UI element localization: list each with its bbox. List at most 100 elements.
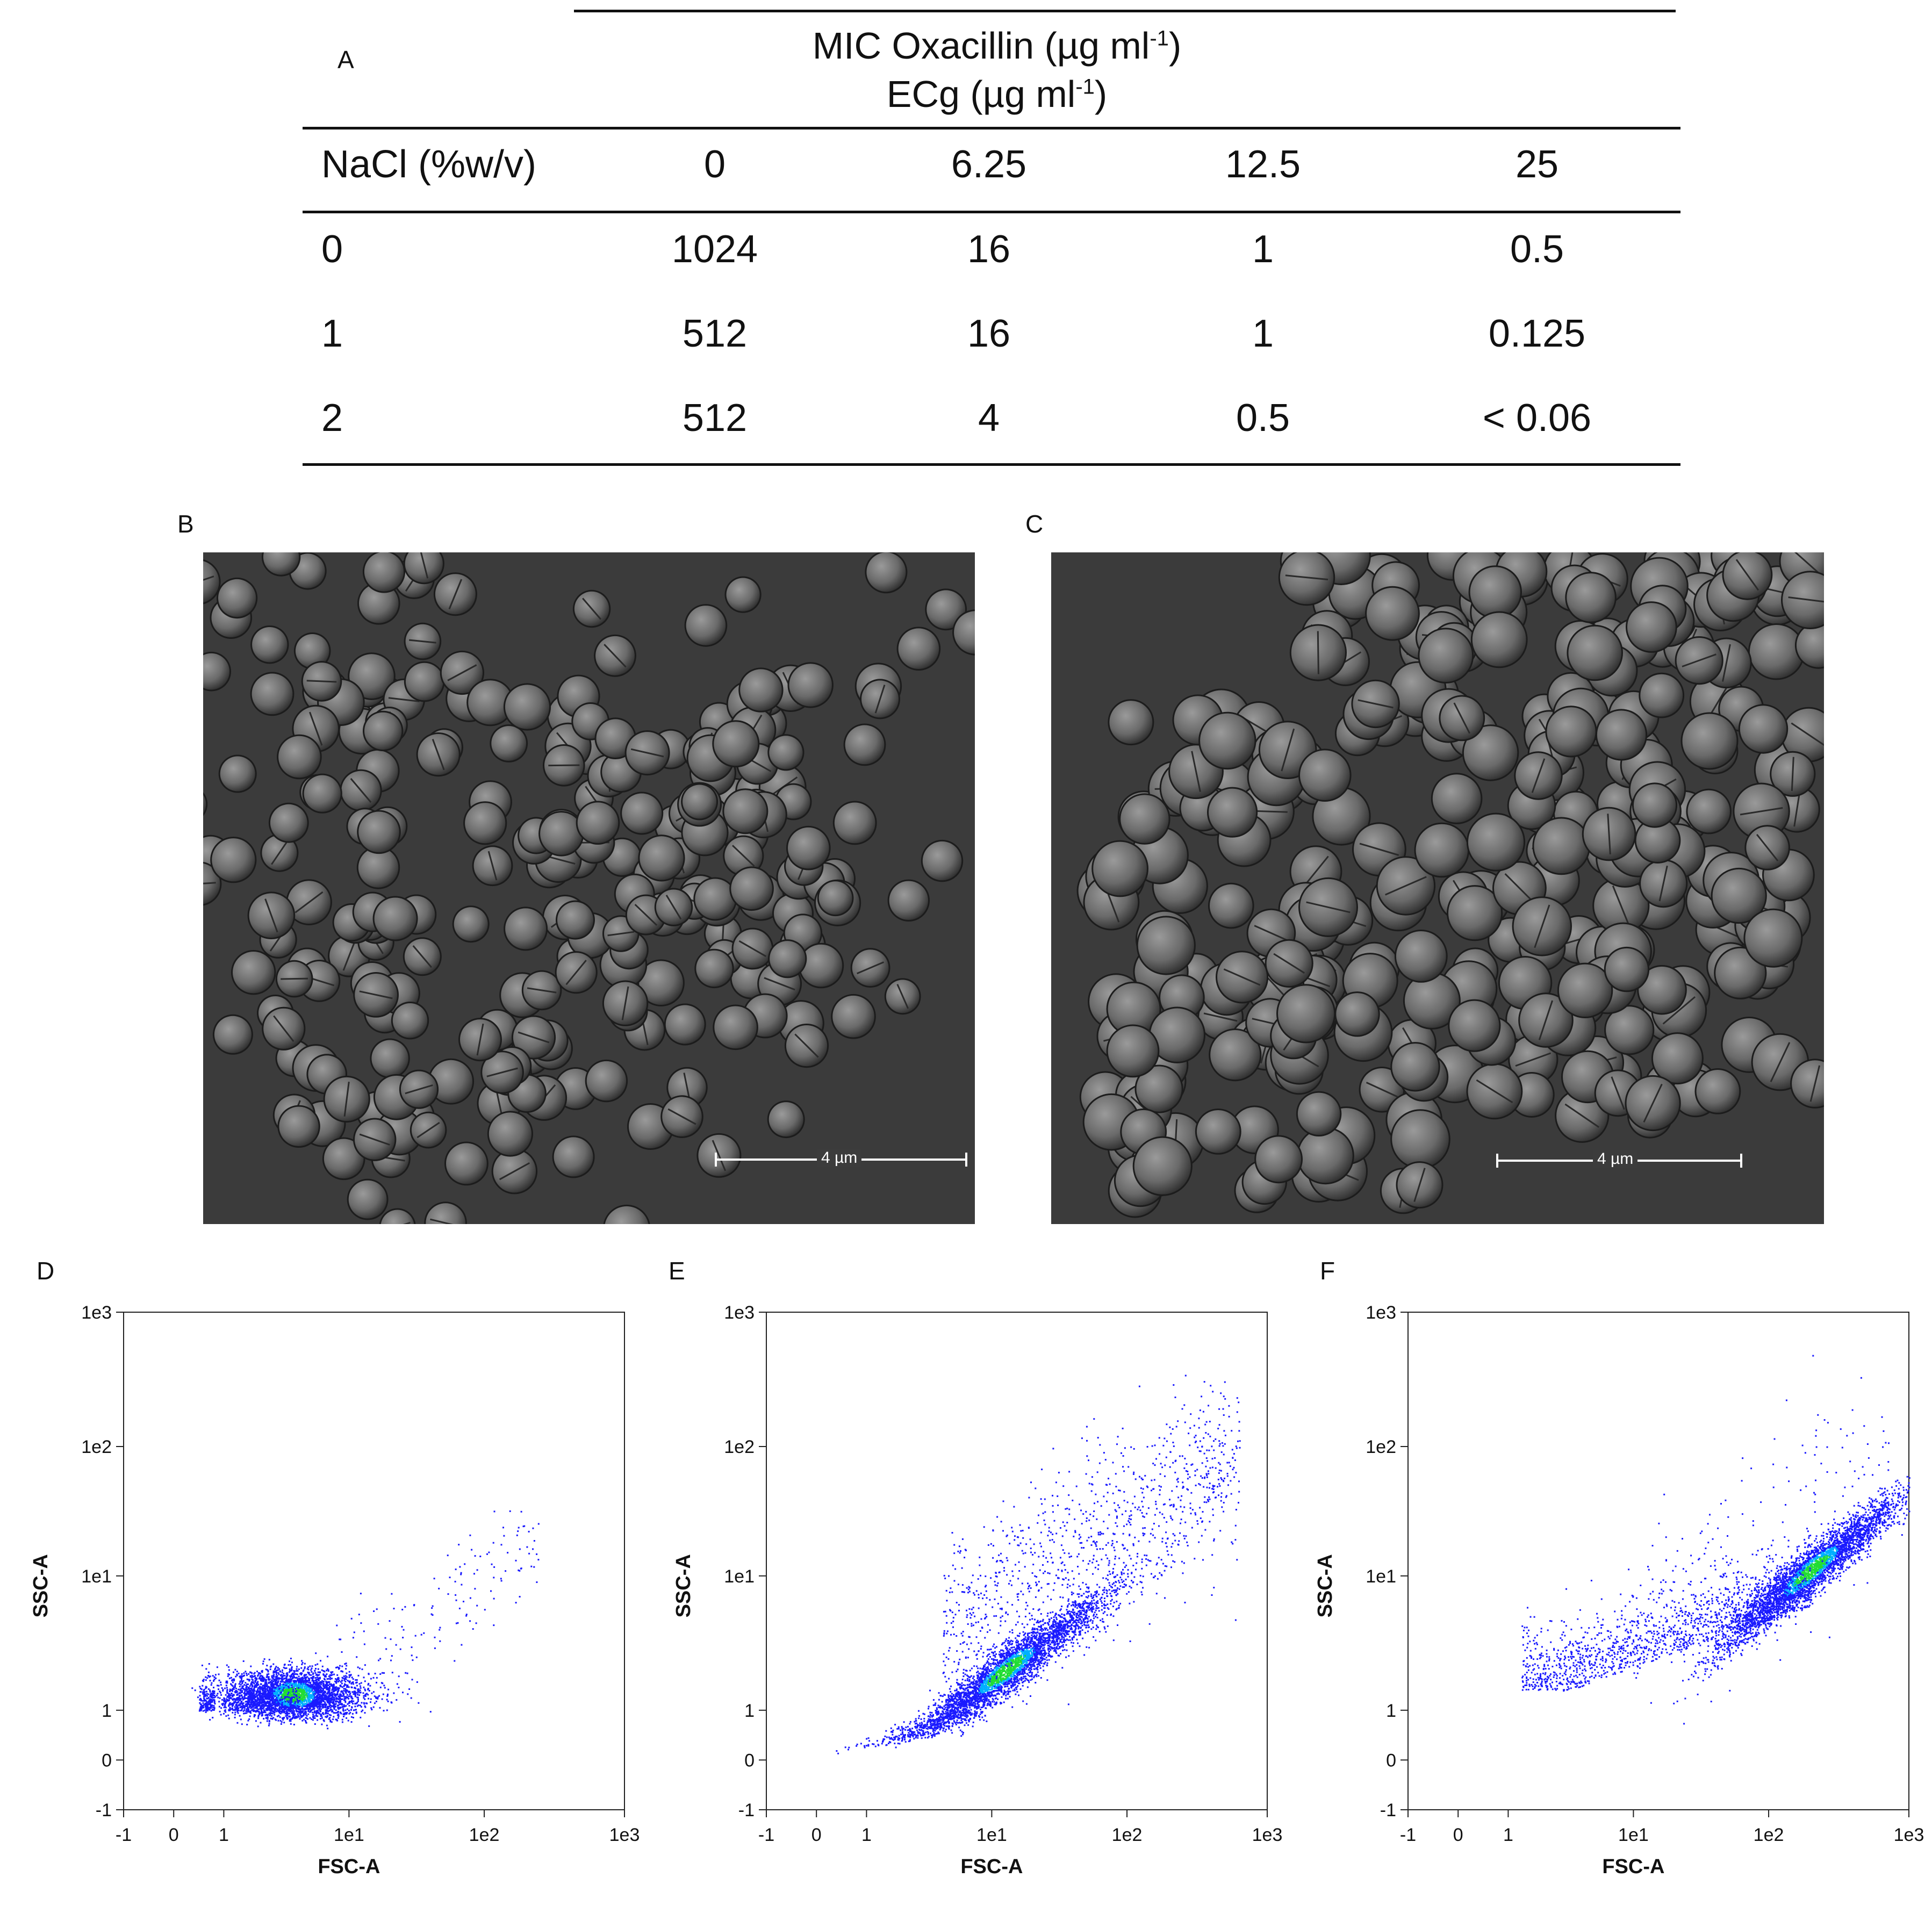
event-point	[265, 1680, 267, 1681]
event-point	[335, 1709, 337, 1711]
y-axis-title: SSC-A	[30, 1554, 52, 1617]
event-point	[333, 1716, 334, 1717]
event-point	[332, 1671, 333, 1673]
event-point	[335, 1678, 336, 1680]
event-point	[306, 1695, 308, 1697]
event-point	[255, 1720, 257, 1722]
sem-cell	[212, 838, 255, 881]
sem-cell	[214, 1016, 252, 1053]
event-point	[349, 1682, 350, 1683]
event-point	[268, 1678, 269, 1679]
event-point	[344, 1696, 346, 1697]
event-point	[218, 1688, 219, 1690]
table-top-rule	[574, 10, 1676, 12]
event-point	[263, 1718, 264, 1719]
sem-micrograph-c: 4 µm	[1051, 552, 1824, 1224]
event-point	[227, 1715, 229, 1716]
event-point	[315, 1712, 317, 1714]
event-point	[370, 1707, 372, 1709]
event-point	[304, 1703, 306, 1704]
table-cell: 4	[887, 399, 1091, 437]
event-point	[220, 1694, 222, 1696]
y-tick-label: 0	[102, 1750, 112, 1771]
event-point	[359, 1667, 361, 1669]
event-point	[323, 1719, 325, 1721]
event-point	[325, 1685, 327, 1687]
table-bottom-rule	[303, 463, 1680, 466]
event-point	[303, 1690, 305, 1692]
event-point	[319, 1711, 321, 1712]
event-point	[252, 1697, 254, 1699]
event-point	[331, 1705, 332, 1707]
event-point	[304, 1663, 306, 1665]
event-point	[273, 1676, 275, 1678]
event-point	[226, 1687, 228, 1688]
event-point	[314, 1670, 315, 1672]
event-point	[301, 1683, 303, 1685]
event-point	[320, 1703, 321, 1704]
event-point	[383, 1672, 385, 1674]
event-point	[275, 1682, 276, 1683]
event-point	[349, 1702, 350, 1704]
event-point	[271, 1675, 272, 1677]
event-point	[346, 1679, 347, 1680]
event-point	[361, 1711, 362, 1712]
event-point	[312, 1712, 313, 1714]
event-point	[321, 1715, 322, 1717]
event-point	[249, 1685, 251, 1687]
event-point	[343, 1675, 345, 1677]
event-point	[268, 1670, 269, 1672]
event-point	[343, 1704, 345, 1706]
event-point	[265, 1693, 267, 1694]
event-point	[281, 1676, 283, 1678]
event-point	[353, 1717, 354, 1718]
event-point	[267, 1688, 268, 1689]
event-point	[267, 1721, 268, 1722]
event-point	[328, 1718, 330, 1720]
event-point	[266, 1665, 268, 1666]
event-point	[352, 1703, 354, 1704]
event-point	[223, 1700, 225, 1701]
sem-cell	[491, 726, 526, 761]
event-point	[284, 1667, 286, 1669]
event-point	[249, 1711, 251, 1713]
sem-cell	[1470, 567, 1520, 617]
event-point	[268, 1714, 269, 1715]
sem-cell	[1396, 931, 1446, 981]
event-point	[220, 1707, 222, 1709]
event-point	[352, 1713, 354, 1715]
event-point	[310, 1686, 311, 1687]
event-point	[370, 1678, 372, 1680]
event-point	[234, 1711, 236, 1713]
event-point	[270, 1718, 271, 1719]
event-point	[355, 1679, 356, 1681]
event-point	[241, 1690, 243, 1692]
sem-cell	[304, 775, 341, 812]
event-point	[354, 1706, 356, 1707]
event-point	[307, 1693, 308, 1695]
panel-label-d: D	[37, 1256, 54, 1285]
event-point	[297, 1713, 299, 1715]
event-point	[332, 1684, 333, 1686]
event-point	[315, 1700, 317, 1702]
event-point	[246, 1673, 247, 1674]
event-point	[330, 1672, 332, 1673]
event-point	[321, 1680, 323, 1682]
event-point	[275, 1708, 277, 1710]
event-point	[232, 1681, 234, 1683]
scale-bar-c-end-left	[1496, 1154, 1498, 1168]
event-point	[282, 1719, 284, 1721]
event-point	[258, 1709, 260, 1710]
sem-cell	[1653, 1034, 1702, 1083]
event-point	[325, 1712, 327, 1714]
event-point	[296, 1717, 297, 1718]
event-point	[256, 1695, 258, 1697]
event-point	[289, 1680, 291, 1681]
event-point	[312, 1702, 313, 1704]
event-point	[263, 1685, 264, 1687]
event-point	[375, 1673, 376, 1674]
event-point	[214, 1690, 216, 1692]
event-point	[238, 1689, 239, 1690]
plot-frame	[124, 1312, 624, 1810]
event-point	[296, 1668, 298, 1670]
